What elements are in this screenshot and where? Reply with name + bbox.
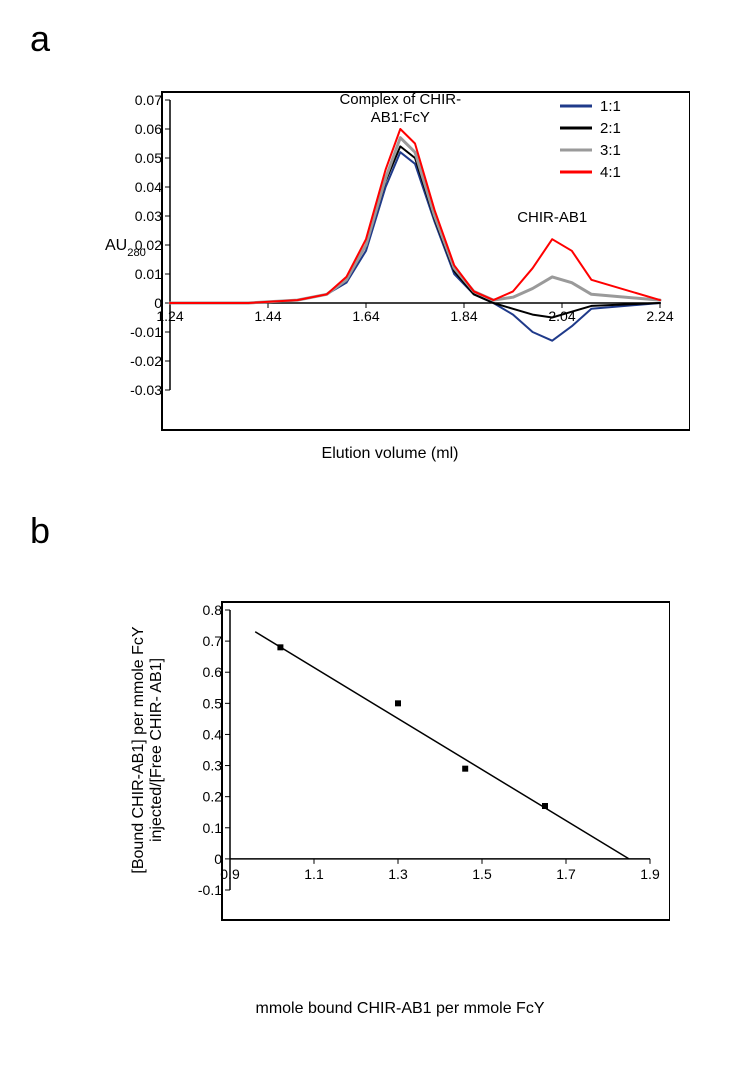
chart-a-svg: 1.241.441.641.842.042.24-0.03-0.02-0.010… [90, 80, 690, 460]
panel-b-chart: 0.9 1.1 1.3 1.5 1.7 1.9 -0.1 0 0.1 0.2 0.3 0.4 0.5 0.… [130, 590, 670, 950]
svg-text:0.8: 0.8 [203, 602, 223, 618]
svg-text:0.7: 0.7 [203, 633, 223, 649]
svg-text:1.7: 1.7 [556, 866, 576, 882]
chart-b-svg: 0.9 1.1 1.3 1.5 1.7 1.9 -0.1 0 0.1 0.2 0.3 0.4 0.5 0.… [130, 590, 670, 950]
svg-text:[Bound CHIR-AB1] per mmole FcY: [Bound CHIR-AB1] per mmole FcYinjected/[… [130, 626, 165, 874]
svg-text:0.4: 0.4 [203, 726, 223, 742]
svg-text:0: 0 [154, 295, 162, 311]
panel-a-xlabel: Elution volume (ml) [90, 445, 690, 463]
panel-label-b: b [30, 510, 50, 552]
svg-text:1.84: 1.84 [450, 308, 477, 324]
svg-text:3:1: 3:1 [600, 142, 621, 159]
svg-text:1.5: 1.5 [472, 866, 492, 882]
svg-text:1.3: 1.3 [388, 866, 408, 882]
svg-text:-0.1: -0.1 [198, 882, 222, 898]
panel-a-chart: 1.241.441.641.842.042.24-0.03-0.02-0.010… [90, 80, 690, 460]
svg-text:0.2: 0.2 [203, 789, 223, 805]
svg-text:0.6: 0.6 [203, 664, 223, 680]
panel-b-xlabel: mmole bound CHIR-AB1 per mmole FcY [130, 1000, 670, 1018]
svg-text:0.07: 0.07 [135, 92, 162, 108]
svg-text:0.06: 0.06 [135, 121, 162, 137]
svg-text:-0.03: -0.03 [130, 382, 162, 398]
svg-text:0.04: 0.04 [135, 179, 162, 195]
svg-text:1.9: 1.9 [640, 866, 660, 882]
svg-text:0.1: 0.1 [203, 820, 223, 836]
figure-page: { "panelA": { "label": "a", "type": "lin… [0, 0, 750, 1074]
svg-text:4:1: 4:1 [600, 164, 621, 181]
svg-text:1.1: 1.1 [304, 866, 324, 882]
svg-text:-0.02: -0.02 [130, 353, 162, 369]
svg-text:1.64: 1.64 [352, 308, 379, 324]
svg-text:Complex of CHIR-: Complex of CHIR- [339, 91, 461, 108]
svg-text:0.9: 0.9 [220, 866, 240, 882]
panel-label-a: a [30, 18, 50, 60]
svg-text:1:1: 1:1 [600, 98, 621, 115]
svg-text:0.05: 0.05 [135, 150, 162, 166]
svg-text:2.24: 2.24 [646, 308, 673, 324]
svg-text:0.01: 0.01 [135, 266, 162, 282]
svg-text:2:1: 2:1 [600, 120, 621, 137]
svg-text:0: 0 [214, 851, 222, 867]
svg-text:CHIR-AB1: CHIR-AB1 [517, 209, 587, 226]
svg-text:-0.01: -0.01 [130, 324, 162, 340]
svg-text:AB1:FcY: AB1:FcY [371, 109, 430, 126]
svg-text:0.3: 0.3 [203, 758, 223, 774]
svg-text:1.44: 1.44 [254, 308, 281, 324]
svg-text:0.03: 0.03 [135, 208, 162, 224]
svg-text:2.04: 2.04 [548, 308, 575, 324]
svg-text:0.5: 0.5 [203, 695, 223, 711]
